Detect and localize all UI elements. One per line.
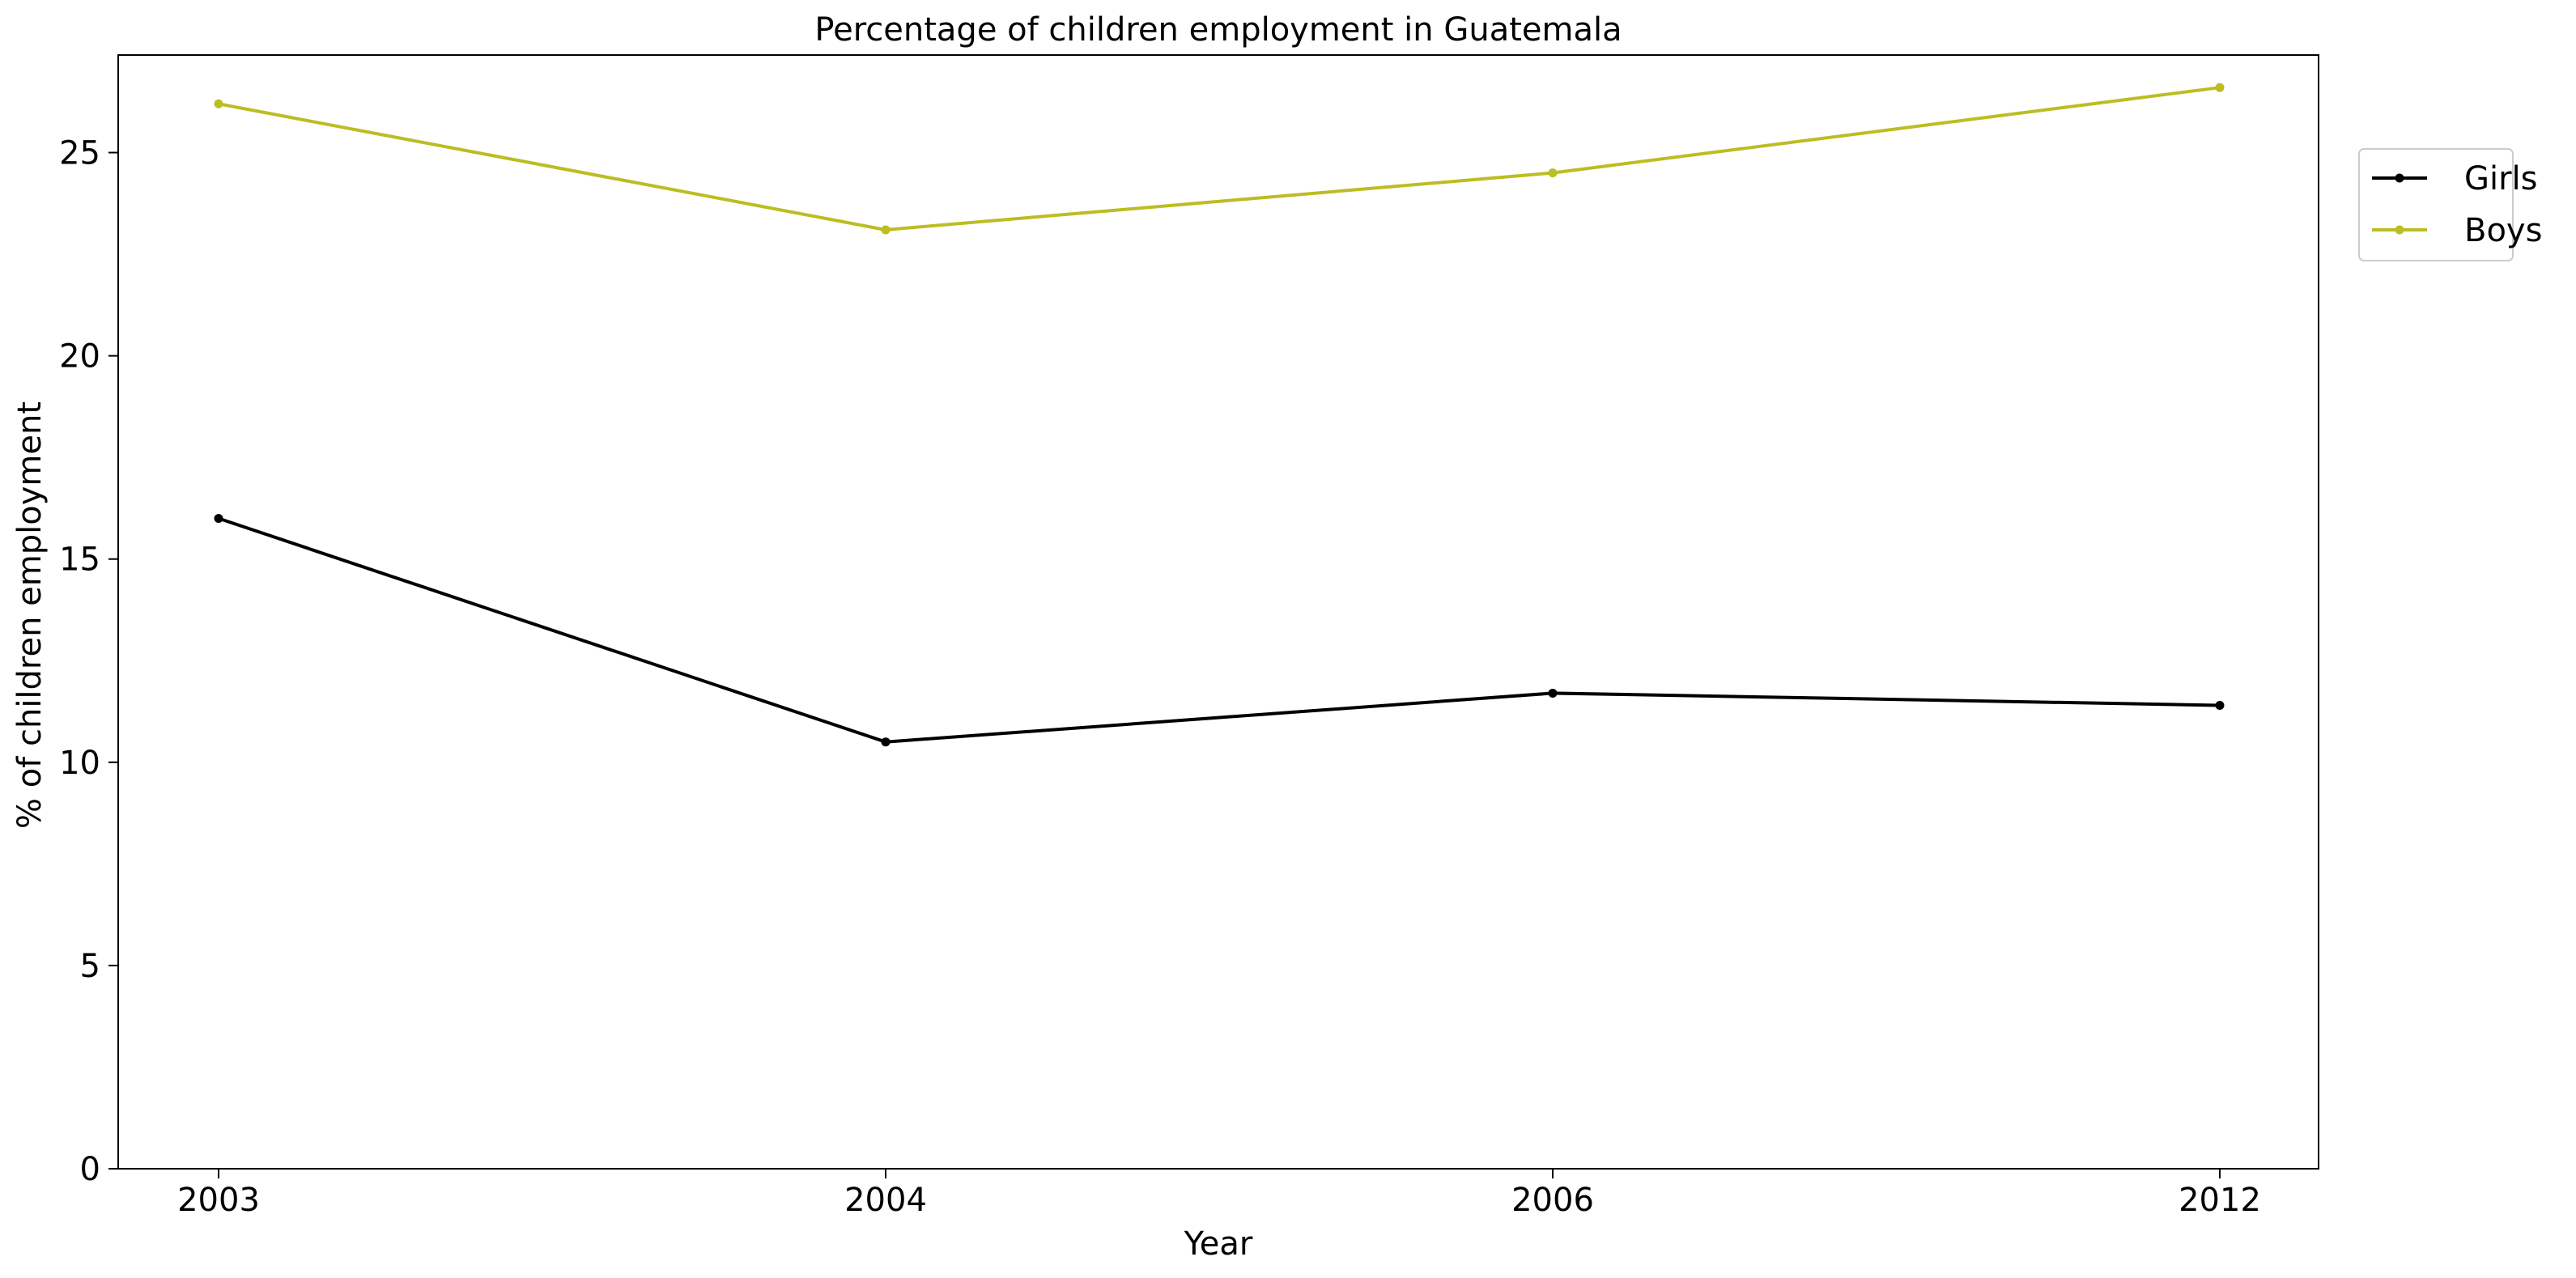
data-point-girls: [881, 737, 891, 747]
y-tick-label: 25: [59, 135, 100, 172]
y-tick-label: 15: [59, 541, 100, 579]
plot-area: [117, 54, 2319, 1170]
legend-label: Boys: [2464, 212, 2542, 249]
x-tick-label: 2004: [844, 1182, 927, 1219]
y-tick-label: 5: [80, 948, 100, 985]
data-point-boys: [2215, 83, 2225, 92]
data-point-girls: [1548, 688, 1558, 698]
series-girls: [214, 513, 2225, 747]
y-axis-label: % of children employment: [11, 401, 49, 829]
legend: Girls Boys: [2358, 148, 2542, 261]
legend-label: Girls: [2464, 160, 2538, 197]
series-line-boys: [218, 86, 2221, 231]
data-point-boys: [881, 225, 891, 235]
data-point-girls: [2215, 701, 2225, 711]
legend-marker: [2395, 173, 2404, 183]
y-tick-label: 10: [59, 745, 100, 782]
legend-marker: [2395, 225, 2404, 235]
data-point-boys: [1548, 168, 1558, 178]
y-tick-label: 20: [59, 338, 100, 376]
series-line-girls: [218, 516, 2221, 744]
x-tick-label: 2006: [1511, 1182, 1594, 1219]
x-tick-label: 2012: [2179, 1182, 2261, 1219]
y-tick-label: 0: [80, 1151, 100, 1188]
chart-title: Percentage of children employment in Gua…: [814, 11, 1622, 49]
x-tick-label: 2003: [177, 1182, 260, 1219]
data-point-boys: [214, 99, 223, 108]
series-boys: [214, 83, 2225, 235]
data-point-girls: [214, 513, 223, 523]
x-axis-label: Year: [1184, 1225, 1253, 1263]
